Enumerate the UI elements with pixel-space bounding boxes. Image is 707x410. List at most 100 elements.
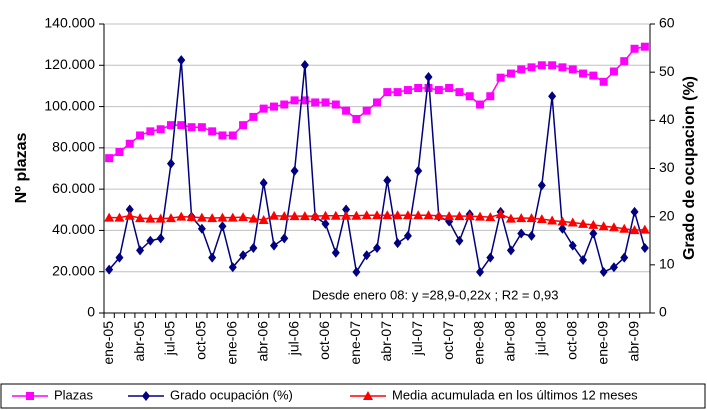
data-point (464, 211, 475, 221)
data-point (208, 127, 217, 136)
data-point (362, 106, 371, 115)
data-point (330, 210, 341, 220)
x-tick-label: jul-07 (409, 321, 425, 356)
data-point (280, 233, 289, 244)
data-point (383, 175, 392, 186)
x-tick-label: jul-06 (285, 321, 301, 356)
data-point (608, 222, 619, 232)
data-point (495, 209, 506, 219)
data-point (506, 69, 515, 78)
data-point (258, 215, 269, 225)
data-point (393, 238, 402, 249)
legend-marker (142, 391, 150, 401)
data-point (517, 228, 526, 239)
y-tick-label: 80.000 (52, 139, 95, 155)
data-point (187, 123, 196, 132)
y-tick-label: 60.000 (52, 180, 95, 196)
data-point (124, 210, 135, 220)
data-point (228, 131, 237, 140)
data-point (476, 100, 485, 109)
legend-label: Plazas (54, 387, 94, 402)
x-tick-label: abr-09 (625, 321, 641, 362)
data-point (413, 210, 424, 220)
data-point (620, 57, 629, 66)
data-point (403, 86, 412, 95)
data-point (166, 158, 175, 169)
data-point (639, 224, 650, 234)
data-point (486, 92, 495, 101)
data-point (177, 55, 186, 66)
data-point (155, 213, 166, 223)
data-point (579, 69, 588, 78)
data-point (372, 210, 382, 220)
x-tick-label: ene-07 (347, 321, 363, 365)
x-tick-label: abr-06 (254, 321, 270, 362)
y-tick-label: 120.000 (44, 56, 95, 72)
data-point (299, 211, 310, 221)
data-point (434, 86, 443, 95)
data-point (496, 73, 505, 82)
data-point (486, 252, 495, 263)
data-point (630, 44, 639, 53)
data-point (527, 63, 536, 72)
data-point (373, 98, 381, 107)
data-point (476, 267, 485, 278)
y2-tick-label: 10 (659, 256, 675, 272)
data-point (249, 242, 258, 253)
data-point (125, 139, 134, 148)
data-point (104, 212, 115, 222)
data-point (392, 210, 403, 220)
data-point (176, 211, 187, 221)
x-tick-label: ene-08 (471, 321, 487, 365)
data-point (454, 211, 465, 221)
x-tick-label: abr-08 (502, 321, 518, 362)
data-point (207, 213, 218, 223)
data-point (609, 67, 618, 76)
y2-tick-label: 60 (659, 15, 675, 31)
data-point (402, 210, 413, 220)
data-point (280, 100, 289, 109)
data-point (156, 233, 165, 244)
data-point (588, 219, 599, 229)
data-point (598, 221, 609, 231)
data-point (331, 100, 340, 109)
data-point (620, 252, 629, 263)
y-tick-label: 140.000 (44, 15, 95, 31)
data-point (383, 88, 392, 97)
data-point (269, 240, 278, 251)
data-point (218, 131, 227, 140)
data-point (125, 204, 134, 215)
data-point (548, 61, 557, 70)
data-point (506, 245, 515, 256)
data-point (455, 88, 464, 97)
data-point (289, 211, 300, 221)
data-point (382, 210, 393, 220)
data-point (351, 210, 362, 220)
data-point (619, 223, 630, 233)
y-tick-label: 0 (87, 304, 95, 320)
legend-marker (26, 392, 34, 400)
data-point (424, 83, 433, 92)
y-axis-title: Nº plazas (13, 133, 30, 204)
data-point (433, 210, 444, 220)
x-tick-label: abr-07 (378, 321, 394, 362)
data-point (228, 262, 237, 273)
data-point (537, 61, 546, 70)
data-point (321, 218, 330, 229)
x-tick-label: oct-06 (316, 321, 332, 360)
data-point (105, 264, 114, 275)
x-tick-label: ene-09 (594, 321, 610, 365)
data-point (269, 102, 278, 111)
data-point (465, 92, 474, 101)
data-point (558, 63, 567, 72)
data-point (609, 262, 618, 273)
data-point (227, 212, 238, 222)
x-tick-label: oct-05 (193, 321, 209, 360)
data-point (279, 211, 290, 221)
data-point (568, 65, 577, 74)
data-point (165, 213, 176, 223)
y2-tick-label: 40 (659, 111, 675, 127)
data-point (579, 255, 588, 266)
data-point (352, 114, 361, 123)
